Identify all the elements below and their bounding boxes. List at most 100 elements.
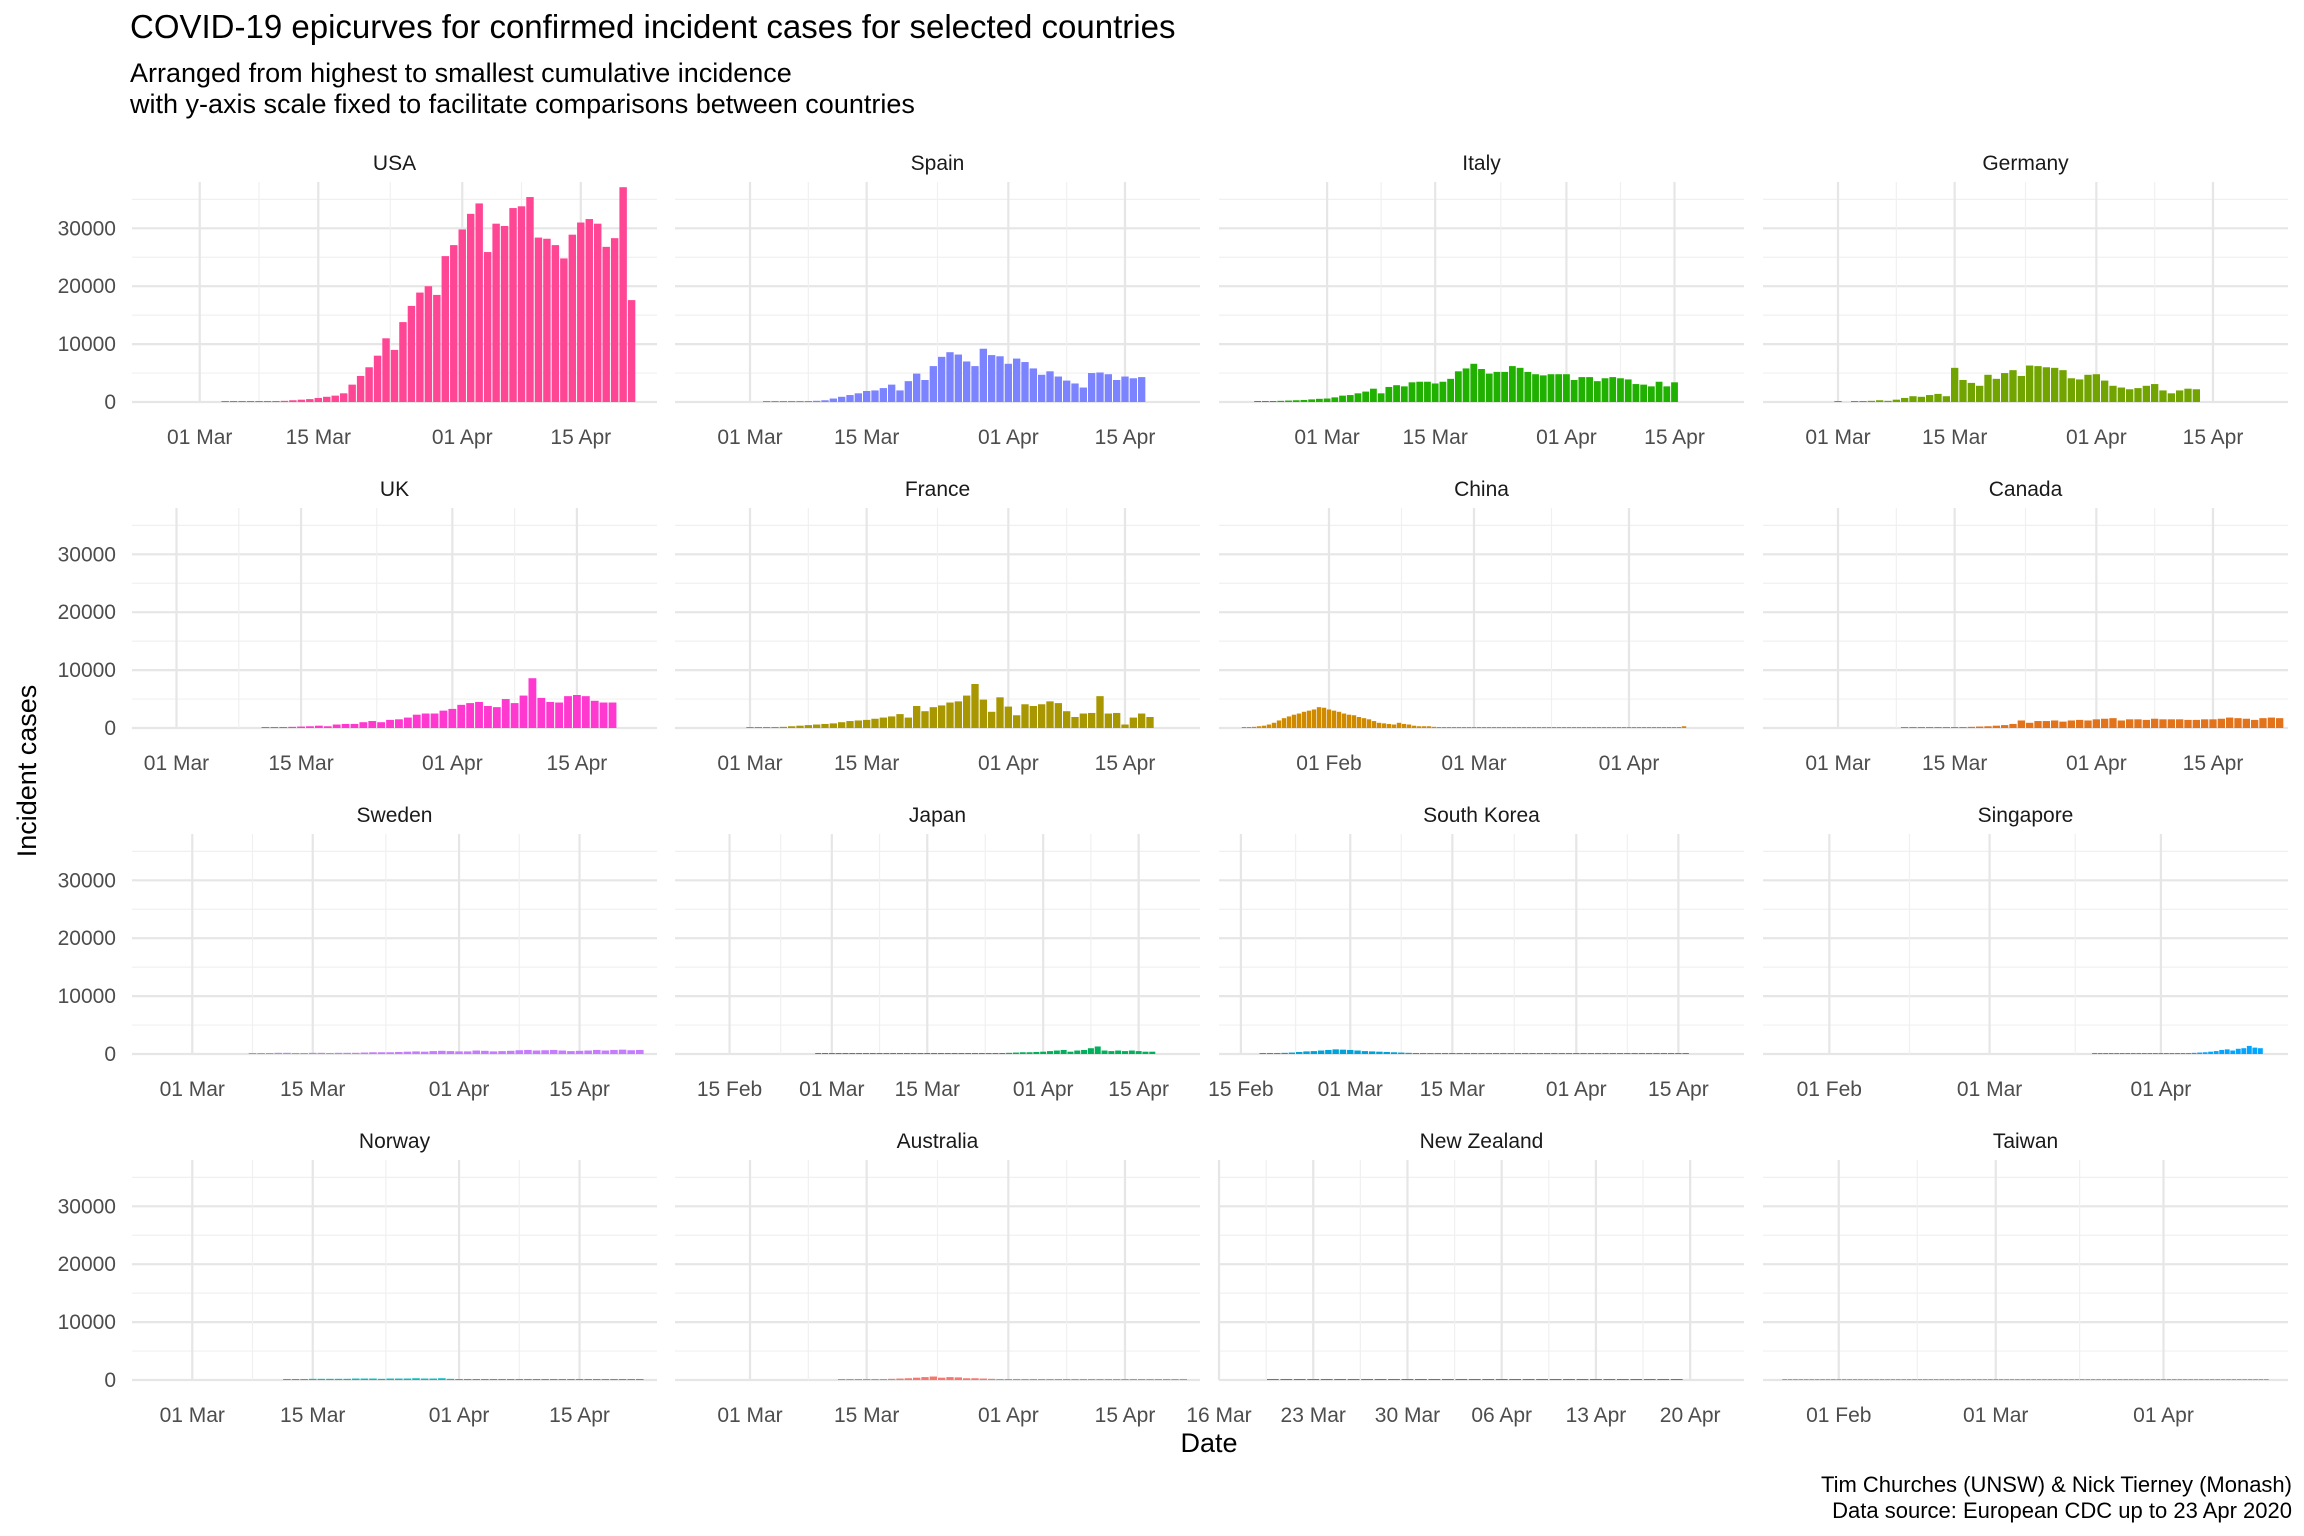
bar-taiwan xyxy=(1830,1379,1836,1380)
bar-south-korea xyxy=(1361,1051,1369,1054)
y-tick-label: 30000 xyxy=(58,1195,116,1218)
bar-uk xyxy=(288,726,297,728)
bar-italy xyxy=(1609,377,1617,402)
bar-spain xyxy=(763,401,771,402)
bar-taiwan xyxy=(1912,1379,1917,1380)
bar-china xyxy=(1436,727,1442,728)
bar-norway xyxy=(592,1379,601,1380)
bar-norway xyxy=(541,1379,549,1380)
bar-new-zealand xyxy=(1576,1379,1589,1380)
bar-taiwan xyxy=(2182,1379,2188,1380)
x-tick-label: 01 Mar xyxy=(167,426,232,449)
bar-usa xyxy=(246,401,255,402)
bar-germany xyxy=(2142,385,2150,402)
bar-canada xyxy=(2042,721,2050,728)
x-tick-label: 23 Mar xyxy=(1281,1404,1346,1427)
bar-taiwan xyxy=(2096,1379,2101,1380)
x-axis-title: Date xyxy=(1180,1428,1237,1458)
bar-taiwan xyxy=(2090,1379,2096,1380)
bar-france xyxy=(871,718,879,728)
bar-singapore xyxy=(2208,1051,2214,1054)
bar-france xyxy=(1013,715,1021,728)
bar-australia xyxy=(988,1378,996,1380)
x-tick-label: 01 Apr xyxy=(1599,752,1660,775)
bar-new-zealand xyxy=(1616,1379,1629,1380)
bar-france xyxy=(1096,696,1104,728)
bar-taiwan xyxy=(1863,1379,1869,1380)
bar-sweden xyxy=(489,1051,498,1054)
bar-italy xyxy=(1385,386,1393,402)
bar-south-korea xyxy=(1638,1053,1646,1054)
bar-singapore xyxy=(2108,1053,2114,1054)
bar-france xyxy=(938,705,946,728)
bar-japan xyxy=(1053,1050,1060,1054)
bar-usa xyxy=(348,384,356,402)
bar-uk xyxy=(564,696,572,728)
bar-spain xyxy=(1013,358,1021,402)
bar-uk xyxy=(484,706,492,728)
bar-china xyxy=(1561,727,1567,728)
bar-sweden xyxy=(455,1051,463,1054)
bar-spain xyxy=(996,356,1004,402)
bar-italy xyxy=(1470,363,1478,402)
bar-taiwan xyxy=(1933,1379,1939,1380)
bar-china xyxy=(1641,727,1647,728)
bar-taiwan xyxy=(2112,1379,2118,1380)
bar-china xyxy=(1466,727,1472,728)
bar-south-korea xyxy=(1492,1053,1500,1054)
bar-china xyxy=(1356,717,1362,728)
x-tick-label: 15 Apr xyxy=(547,752,608,775)
bar-china xyxy=(1321,707,1327,728)
chart-caption: Tim Churches (UNSW) & Nick Tierney (Mona… xyxy=(1821,1472,2292,1524)
bar-italy xyxy=(1555,374,1563,402)
bar-south-korea xyxy=(1682,1053,1689,1054)
x-tick-label: 30 Mar xyxy=(1375,1404,1440,1427)
bar-taiwan xyxy=(2215,1379,2221,1380)
bar-taiwan xyxy=(2079,1379,2085,1380)
bar-singapore xyxy=(2136,1053,2142,1054)
bar-usa xyxy=(272,401,280,402)
bar-taiwan xyxy=(2052,1379,2058,1380)
bar-norway xyxy=(343,1378,351,1380)
bar-taiwan xyxy=(1874,1379,1880,1380)
bar-spain xyxy=(1104,374,1112,402)
y-tick-label: 20000 xyxy=(58,275,116,298)
bar-taiwan xyxy=(2107,1379,2112,1380)
bar-japan xyxy=(972,1053,978,1054)
bar-australia xyxy=(929,1376,937,1380)
bar-china xyxy=(1281,718,1287,728)
bar-taiwan xyxy=(1993,1379,1999,1380)
bar-china xyxy=(1536,727,1542,728)
bar-norway xyxy=(369,1378,377,1380)
bar-taiwan xyxy=(2242,1379,2248,1380)
bar-taiwan xyxy=(2009,1379,2015,1380)
bar-germany xyxy=(1951,367,1959,402)
bar-japan xyxy=(1115,1050,1122,1054)
bar-italy xyxy=(1377,393,1385,402)
bar-south-korea xyxy=(1529,1053,1536,1054)
bar-south-korea xyxy=(1412,1053,1420,1054)
bar-sweden xyxy=(412,1051,420,1054)
bar-south-korea xyxy=(1281,1052,1288,1054)
bar-germany xyxy=(2067,378,2075,402)
panel-title-italy: Italy xyxy=(1462,152,1501,175)
bar-germany xyxy=(2167,393,2175,402)
x-tick-label: 15 Mar xyxy=(834,426,899,449)
bar-south-korea xyxy=(1259,1053,1266,1054)
bar-canada xyxy=(2176,719,2184,728)
bar-uk xyxy=(608,702,617,728)
bar-japan xyxy=(1087,1048,1094,1054)
bar-japan xyxy=(1149,1051,1156,1054)
bar-china xyxy=(1371,721,1377,728)
bar-norway xyxy=(438,1378,446,1380)
bar-south-korea xyxy=(1347,1049,1354,1054)
bar-germany xyxy=(2117,387,2125,402)
bar-japan xyxy=(917,1053,924,1054)
bar-australia xyxy=(1029,1379,1037,1380)
x-tick-label: 01 Mar xyxy=(1441,752,1506,775)
bar-uk xyxy=(546,701,555,728)
caption-source: Data source: European CDC up to 23 Apr 2… xyxy=(1832,1498,2292,1523)
bar-south-korea xyxy=(1427,1053,1434,1054)
bar-australia xyxy=(1021,1379,1029,1380)
bar-italy xyxy=(1601,378,1609,402)
